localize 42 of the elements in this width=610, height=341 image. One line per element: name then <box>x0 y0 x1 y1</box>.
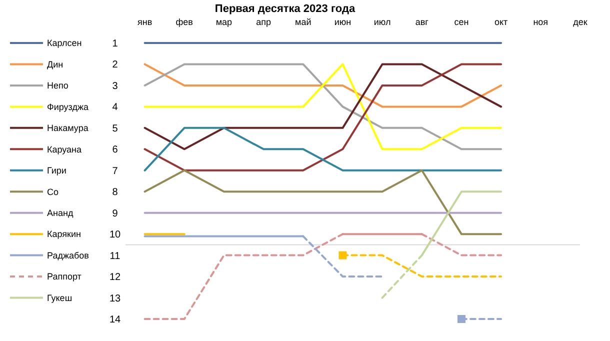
x-tick-label: янв <box>137 17 152 27</box>
legend-label: Ананд <box>47 208 74 218</box>
x-tick-label: ноя <box>533 17 548 27</box>
legend-label: Накамура <box>47 123 88 134</box>
legend-label: Раппорт <box>47 272 82 282</box>
y-tick-label: 6 <box>112 144 118 156</box>
legend-label: Со <box>47 186 59 197</box>
y-tick-label: 1 <box>112 38 118 50</box>
y-tick-label: 12 <box>109 272 121 284</box>
legend-label: Гукеш <box>47 292 72 303</box>
x-tick-label: июл <box>374 17 391 27</box>
x-tick-label: окт <box>494 17 508 27</box>
x-tick-label: мар <box>216 17 232 27</box>
legend-label: Фирузджа <box>47 102 88 112</box>
legend-label: Непо <box>47 80 68 91</box>
y-tick-label: 11 <box>110 250 121 262</box>
x-tick-label: июн <box>334 17 352 27</box>
y-tick-label: 2 <box>112 60 118 71</box>
legend-label: Гири <box>47 166 66 176</box>
legend-label: Раджабов <box>47 250 90 260</box>
y-tick-label: 10 <box>109 230 121 241</box>
x-tick-label: май <box>295 17 312 27</box>
y-tick-label: 14 <box>109 314 121 326</box>
line-series <box>144 63 502 172</box>
line-series <box>144 63 502 150</box>
y-tick-label: 9 <box>112 208 118 220</box>
y-tick-label: 7 <box>112 166 118 177</box>
x-tick-label: дек <box>573 17 588 27</box>
y-tick-label: 4 <box>112 102 118 114</box>
y-tick-label: 8 <box>112 187 118 198</box>
legend-label: Дин <box>47 59 64 70</box>
x-tick-label: сен <box>454 17 469 27</box>
legend-label: Карякин <box>47 229 81 240</box>
y-tick-label: 13 <box>109 293 121 304</box>
chart-title: Первая десятка 2023 года <box>214 3 356 15</box>
legend-label: Карлсен <box>47 38 82 48</box>
x-tick-label: апр <box>256 17 271 27</box>
y-tick-label: 5 <box>112 123 118 134</box>
x-tick-label: авг <box>415 17 430 27</box>
y-tick-label: 3 <box>112 80 118 92</box>
legend-label: Каруана <box>47 144 82 154</box>
x-tick-label: фев <box>176 17 194 27</box>
